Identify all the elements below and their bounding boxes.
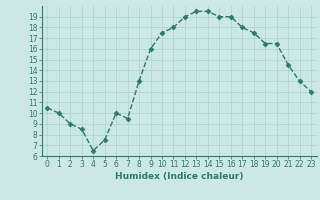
X-axis label: Humidex (Indice chaleur): Humidex (Indice chaleur) xyxy=(115,172,244,181)
